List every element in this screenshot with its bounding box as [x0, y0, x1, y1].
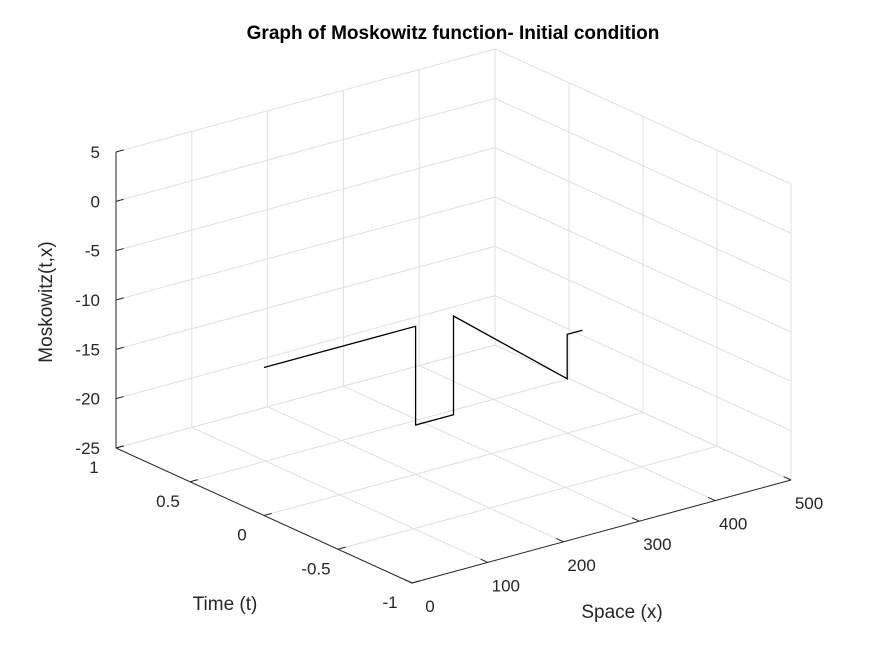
z-axis-label: Moskowitz(t,x) — [36, 241, 57, 362]
y-axis-label: Time (t) — [193, 594, 258, 615]
z-tick-mark — [115, 198, 124, 202]
x-tick-label: 300 — [643, 535, 671, 554]
grid-line-back-z — [115, 97, 496, 202]
grid-line-floor-t — [189, 378, 570, 483]
grid-line-side-z — [494, 196, 792, 333]
y-tick-mark — [411, 580, 420, 584]
x-tick-label: 200 — [567, 556, 595, 575]
grid-line-back-z — [115, 147, 496, 252]
y-tick-mark — [263, 512, 272, 516]
z-tick-mark — [115, 346, 124, 350]
x-tick-label: 400 — [719, 515, 747, 534]
x-axis-label: Space (x) — [581, 602, 662, 623]
tick-layer: 0 100 200 300 400 500 -1 -0.5 0 0.5 1-25 -20 -15 -10 -… — [75, 143, 823, 616]
x-tick-mark — [631, 517, 640, 522]
grid-line-side-z — [494, 97, 792, 234]
curve-layer — [263, 314, 583, 426]
z-tick-label: -10 — [75, 291, 100, 310]
z-tick-label: -20 — [75, 390, 100, 409]
z-tick-mark — [115, 445, 124, 449]
x-tick-mark — [783, 476, 792, 481]
grid-line-side-z — [494, 344, 792, 481]
y-tick-label: 0.5 — [156, 492, 180, 511]
y-tick-label: -1 — [382, 593, 397, 612]
y-tick-mark — [189, 479, 198, 483]
z-tick-label: -5 — [85, 242, 100, 261]
x-tick-mark — [556, 538, 564, 543]
x-axis-line — [411, 479, 792, 584]
grid-line-back-z — [115, 344, 496, 449]
y-tick-label: -0.5 — [301, 559, 330, 578]
z-tick-mark — [115, 297, 124, 301]
y-tick-label: 0 — [237, 526, 246, 545]
z-tick-label: 5 — [91, 143, 100, 162]
z-tick-label: 0 — [91, 192, 100, 211]
z-tick-mark — [115, 396, 124, 400]
x-tick-mark — [707, 496, 716, 502]
grid-line-back-z — [115, 196, 496, 301]
grid-line-side-z — [494, 295, 792, 432]
series-line-1 — [263, 314, 583, 426]
grid-line-floor-t — [337, 445, 718, 550]
x-tick-label: 100 — [492, 576, 520, 595]
z-tick-mark — [115, 248, 124, 252]
x-tick-label: 500 — [795, 494, 823, 513]
grid-line-back-z — [115, 295, 496, 400]
y-tick-mark — [337, 546, 346, 550]
x-tick-mark — [480, 558, 489, 563]
grid-line-floor-t — [263, 412, 644, 516]
grid-line-side-z — [494, 245, 792, 382]
z-tick-mark — [115, 149, 124, 153]
grid-line-side-z — [494, 147, 792, 284]
x-tick-mark — [404, 579, 413, 584]
chart-title: Graph of Moskowitz function- Initial con… — [247, 23, 660, 44]
x-tick-label: 0 — [425, 597, 434, 616]
y-tick-label: 1 — [89, 458, 98, 477]
z-tick-label: -15 — [75, 340, 100, 359]
grid-line-back-z — [115, 245, 496, 350]
grid-line-side-z — [494, 48, 792, 185]
z-tick-label: -25 — [75, 439, 100, 458]
grid-line-back-z — [115, 48, 496, 153]
